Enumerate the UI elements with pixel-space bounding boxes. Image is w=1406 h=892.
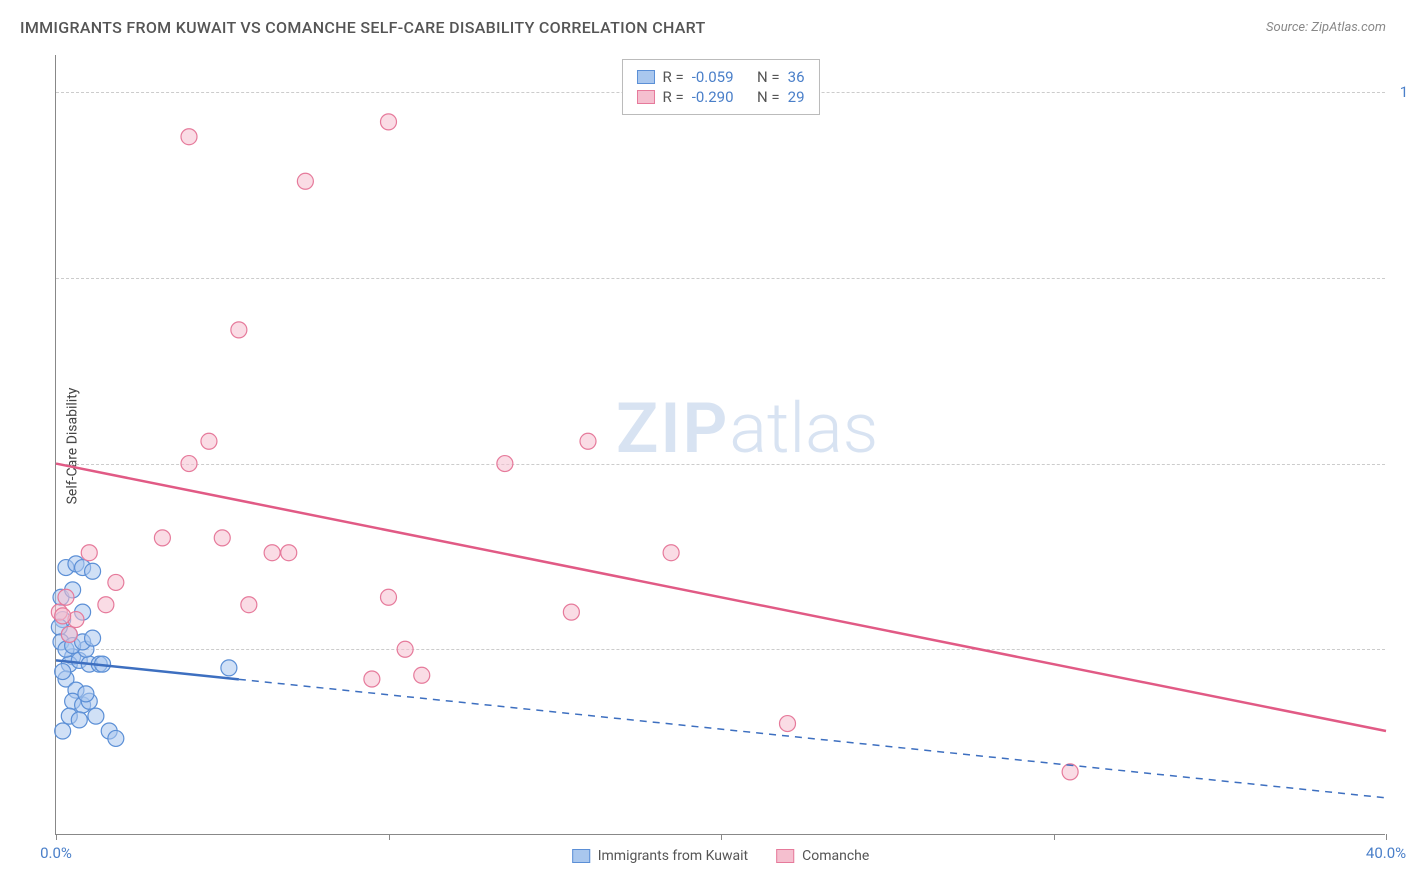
title-bar: IMMIGRANTS FROM KUWAIT VS COMANCHE SELF-…	[20, 18, 1386, 37]
x-tick-label: 40.0%	[1366, 844, 1406, 862]
x-tick-mark	[1054, 834, 1055, 840]
scatter-point	[381, 589, 397, 605]
scatter-point	[55, 723, 71, 739]
stats-n-value-0: 36	[788, 68, 805, 86]
scatter-point	[297, 173, 313, 189]
source-attribution: Source: ZipAtlas.com	[1266, 20, 1386, 35]
scatter-point	[181, 129, 197, 145]
stats-swatch-0	[636, 70, 654, 84]
stats-r-value-0: -0.059	[692, 68, 734, 86]
scatter-point	[201, 433, 217, 449]
legend-swatch-1	[776, 849, 794, 863]
y-tick-label: 2.5%	[1390, 640, 1406, 658]
scatter-point	[231, 322, 247, 338]
scatter-point	[1062, 764, 1078, 780]
x-tick-label: 0.0%	[40, 844, 72, 862]
scatter-point	[264, 545, 280, 561]
trend-line-solid	[56, 464, 1386, 731]
scatter-point	[281, 545, 297, 561]
legend-item-1: Comanche	[776, 848, 869, 864]
scatter-point	[414, 667, 430, 683]
stats-r-value-1: -0.290	[692, 88, 734, 106]
scatter-point	[98, 597, 114, 613]
scatter-point	[78, 686, 94, 702]
stats-box: R = -0.059 N = 36 R = -0.290 N = 29	[621, 59, 819, 115]
chart-title: IMMIGRANTS FROM KUWAIT VS COMANCHE SELF-…	[20, 18, 706, 37]
scatter-point	[580, 433, 596, 449]
legend-swatch-0	[572, 849, 590, 863]
y-tick-label: 10.0%	[1390, 83, 1406, 101]
scatter-point	[61, 626, 77, 642]
scatter-point	[55, 608, 71, 624]
scatter-point	[241, 597, 257, 613]
legend-label-1: Comanche	[802, 848, 869, 864]
scatter-point	[55, 664, 71, 680]
scatter-point	[214, 530, 230, 546]
x-tick-mark	[1386, 834, 1387, 840]
scatter-point	[181, 456, 197, 472]
stats-row-1: R = -0.290 N = 29	[636, 88, 804, 106]
plot-area: ZIPatlas 2.5%5.0%7.5%10.0% R = -0.059 N …	[55, 55, 1385, 835]
stats-r-label-1: R =	[662, 88, 683, 106]
scatter-point	[154, 530, 170, 546]
stats-row-0: R = -0.059 N = 36	[636, 68, 804, 86]
scatter-point	[108, 574, 124, 590]
stats-r-label-0: R =	[662, 68, 683, 86]
scatter-point	[85, 630, 101, 646]
x-tick-mark	[389, 834, 390, 840]
scatter-point	[221, 660, 237, 676]
stats-swatch-1	[636, 90, 654, 104]
stats-n-value-1: 29	[788, 88, 805, 106]
scatter-point	[108, 730, 124, 746]
stats-n-label-1: N =	[757, 88, 780, 106]
scatter-point	[85, 563, 101, 579]
scatter-point	[497, 456, 513, 472]
scatter-point	[71, 712, 87, 728]
scatter-point	[563, 604, 579, 620]
scatter-point	[663, 545, 679, 561]
legend-label-0: Immigrants from Kuwait	[598, 848, 748, 864]
scatter-point	[88, 708, 104, 724]
scatter-point	[780, 716, 796, 732]
scatter-point	[364, 671, 380, 687]
y-tick-label: 5.0%	[1390, 455, 1406, 473]
x-tick-mark	[56, 834, 57, 840]
scatter-point	[58, 589, 74, 605]
plot-svg	[56, 55, 1385, 834]
scatter-point	[81, 545, 97, 561]
x-tick-mark	[721, 834, 722, 840]
stats-n-label-0: N =	[757, 68, 780, 86]
y-tick-label: 7.5%	[1390, 269, 1406, 287]
legend-item-0: Immigrants from Kuwait	[572, 848, 748, 864]
chart-container: IMMIGRANTS FROM KUWAIT VS COMANCHE SELF-…	[0, 0, 1406, 892]
scatter-point	[397, 641, 413, 657]
scatter-point	[381, 114, 397, 130]
bottom-legend: Immigrants from Kuwait Comanche	[572, 848, 870, 864]
